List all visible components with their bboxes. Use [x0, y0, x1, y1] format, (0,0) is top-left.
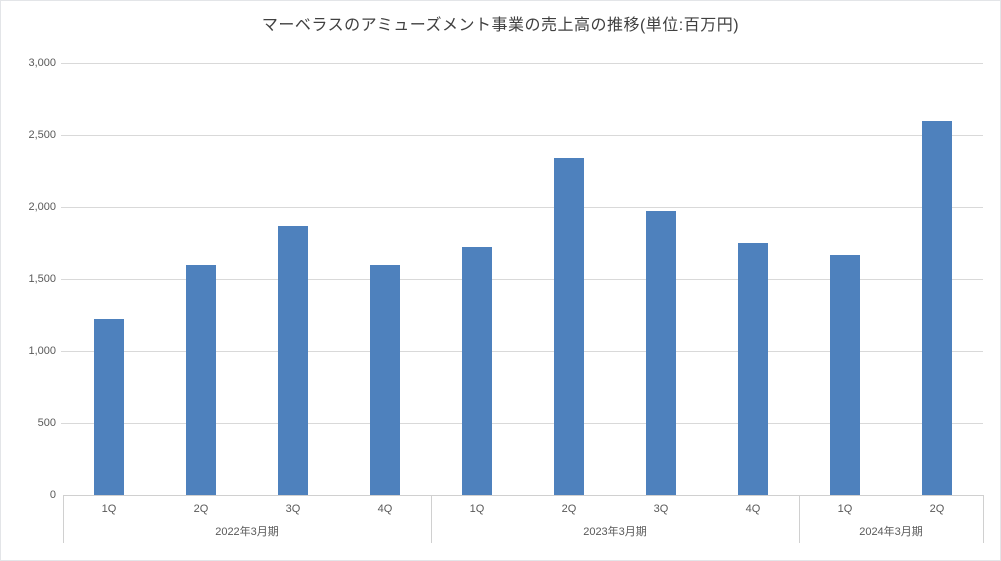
y-axis-tick-label: 0 — [49, 489, 56, 501]
y-axis-tick-label: 500 — [37, 417, 56, 429]
x-axis-group-separator — [983, 495, 984, 543]
bar-1Q-8 — [830, 255, 860, 495]
x-axis-quarter-label: 1Q — [469, 503, 485, 515]
bar-4Q-3 — [370, 265, 400, 495]
x-axis-quarter-label: 3Q — [653, 503, 669, 515]
gridline — [61, 423, 983, 424]
x-axis-group-separator — [799, 495, 800, 543]
gridline — [61, 207, 983, 208]
x-axis-quarter-label: 4Q — [745, 503, 761, 515]
x-axis-quarter-label: 2Q — [929, 503, 945, 515]
y-axis-tick-label: 2,500 — [28, 129, 56, 141]
x-axis-quarter-label: 1Q — [837, 503, 853, 515]
gridline — [61, 351, 983, 352]
bar-1Q-0 — [94, 319, 124, 495]
bar-2Q-1 — [186, 265, 216, 495]
x-axis-line — [63, 495, 983, 496]
bar-1Q-4 — [462, 247, 492, 495]
bar-2Q-5 — [554, 158, 584, 495]
x-axis-quarter-label: 1Q — [101, 503, 117, 515]
y-axis-tick-label: 1,000 — [28, 345, 56, 357]
x-axis-group-separator — [63, 495, 64, 543]
x-axis-group-label: 2023年3月期 — [583, 526, 647, 538]
gridline — [61, 135, 983, 136]
x-axis-quarter-label: 2Q — [193, 503, 209, 515]
bar-3Q-6 — [646, 211, 676, 495]
chart-title: マーベラスのアミューズメント事業の売上高の推移(単位:百万円) — [261, 17, 740, 34]
x-axis-quarter-label: 2Q — [561, 503, 577, 515]
x-axis-group-label: 2022年3月期 — [215, 526, 279, 538]
x-axis-group-separator — [431, 495, 432, 543]
y-axis-tick-label: 2,000 — [28, 201, 56, 213]
gridline — [61, 63, 983, 64]
x-axis-quarter-label: 3Q — [285, 503, 301, 515]
x-axis-group-label: 2024年3月期 — [859, 526, 923, 538]
y-axis-tick-label: 3,000 — [28, 57, 56, 69]
gridline — [61, 279, 983, 280]
bar-3Q-2 — [278, 226, 308, 495]
x-axis-quarter-label: 4Q — [377, 503, 393, 515]
bar-2Q-9 — [922, 121, 952, 495]
bar-4Q-7 — [738, 243, 768, 495]
y-axis-tick-label: 1,500 — [28, 273, 56, 285]
